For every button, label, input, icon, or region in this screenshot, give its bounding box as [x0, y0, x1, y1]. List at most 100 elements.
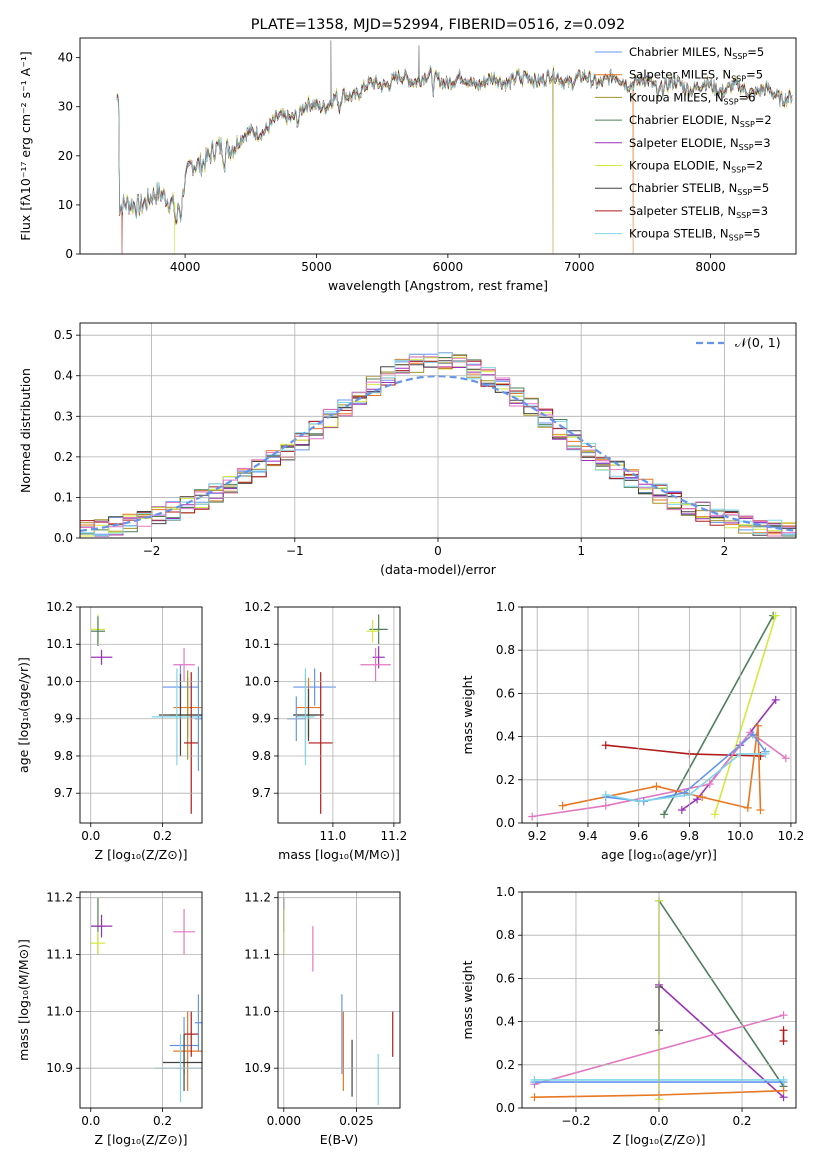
panel-weight-vs-Z: −0.2 0.0 0.2 0.0 0.2 0.4 0.6 0.8 1.0 Z [log₁₀(Z/Z… [460, 885, 797, 1147]
y-tick-label: 9.9 [54, 712, 73, 726]
plot-area [287, 614, 391, 814]
x-tick-label: 0.025 [339, 1114, 373, 1128]
legend-label: 𝒩(0, 1) [735, 335, 781, 350]
legend-subscript: SSP [731, 75, 746, 84]
x-tick-label: 0.2 [732, 1114, 751, 1128]
y-tick-label: 0.1 [54, 490, 73, 504]
x-tick-label: 10.0 [727, 829, 754, 843]
y-tick-label: 10.2 [244, 600, 271, 614]
x-tick-label: 0 [434, 544, 442, 558]
axes-frame [521, 606, 797, 824]
y-tick-label: 0 [65, 247, 73, 261]
y-tick-label: 10.0 [244, 674, 271, 688]
legend-label: Kroupa STELIB, NSSP=5 [629, 227, 760, 243]
legend-text: Chabrier ELODIE, N [629, 113, 740, 127]
legend-label: Chabrier STELIB, NSSP=5 [629, 181, 769, 197]
y-tick-label: 0.4 [496, 1015, 515, 1029]
x-tick-label: 5000 [301, 260, 332, 274]
x-tick-label: 0.0 [81, 829, 100, 843]
x-tick-label: 7000 [564, 260, 595, 274]
y-tick-label: 11.1 [46, 948, 73, 962]
y-tick-label: 11.0 [244, 1004, 271, 1018]
legend-text: Salpeter ELODIE, N [629, 136, 739, 150]
y-axis-label: mass [log₁₀(M/M⊙)] [16, 939, 31, 1061]
y-axis-label: mass weight [460, 960, 475, 1039]
legend-subscript: SSP [731, 166, 746, 175]
panel-age-vs-mass: 11.0 11.2 9.7 9.8 9.9 10.0 10.1 10.2 mass [log₁₀… [244, 600, 407, 862]
y-tick-label: 9.7 [54, 786, 73, 800]
plot-area [528, 611, 790, 821]
legend-count: =5 [746, 68, 763, 82]
y-axis-label: age [log₁₀(age/yr)] [16, 657, 31, 773]
panel-spectrum: 4000 5000 6000 7000 8000 0 10 20 30 40 wavelength … [18, 17, 797, 293]
x-axis-label: Z [log₁₀(Z/Z⊙)] [613, 1132, 706, 1147]
y-tick-label: 0.6 [496, 686, 515, 700]
x-tick-label: 6000 [433, 260, 464, 274]
legend-label: Salpeter STELIB, NSSP=3 [629, 204, 768, 220]
y-tick-label: 10.0 [46, 674, 73, 688]
axes-frame [79, 37, 797, 255]
y-tick-label: 10.1 [244, 637, 271, 651]
legend-count: =3 [754, 136, 771, 150]
y-tick-label: 30 [58, 100, 73, 114]
legend-subscript: SSP [729, 234, 744, 243]
weight-line [663, 615, 774, 815]
x-tick-label: −2 [143, 544, 161, 558]
y-tick-label: 9.9 [252, 712, 271, 726]
panel-mass-vs-ebv: 0.000 0.025 10.9 11.0 11.1 11.2 E(B-V) [244, 891, 401, 1147]
y-tick-label: 0.4 [496, 730, 515, 744]
y-tick-label: 11.2 [46, 891, 73, 905]
legend-text: Kroupa ELODIE, N [629, 159, 731, 173]
panel-mass-vs-Z: 0.0 0.2 10.9 11.0 11.1 11.2 Z [log₁₀(Z/Z⊙)] mas… [16, 891, 203, 1147]
axes-frame [277, 891, 401, 1109]
y-tick-label: 9.7 [252, 786, 271, 800]
y-tick-label: 0.0 [496, 1101, 515, 1115]
plot-area [283, 897, 394, 1106]
axes-frame [521, 891, 797, 1109]
panel-residual-hist: −2 −1 0 1 2 0.0 0.1 0.2 0.3 0.4 0.5 (data-model)/er… [18, 322, 797, 577]
weight-line [714, 615, 777, 815]
plot-area [90, 614, 202, 814]
weight-line [605, 753, 766, 803]
x-tick-label: 0.2 [153, 829, 172, 843]
y-tick-label: 11.2 [244, 891, 271, 905]
x-tick-label: 1 [577, 544, 585, 558]
x-tick-label: 9.6 [629, 829, 648, 843]
x-tick-label: 9.8 [680, 829, 699, 843]
x-axis-label: Z [log₁₀(Z/Z⊙)] [95, 847, 188, 862]
weight-line [562, 725, 762, 811]
legend-label: Kroupa ELODIE, NSSP=2 [629, 159, 763, 175]
axes-frame [277, 606, 401, 824]
legend-subscript: SSP [724, 97, 739, 106]
x-tick-label: 10.2 [778, 829, 805, 843]
legend-text: Kroupa STELIB, N [629, 227, 729, 241]
legend-subscript: SSP [740, 120, 755, 129]
legend-label: Salpeter ELODIE, NSSP=3 [629, 136, 771, 152]
x-tick-label: 11.0 [320, 829, 347, 843]
y-tick-label: 11.0 [46, 1004, 73, 1018]
y-axis-label: Normed distribution [18, 368, 33, 493]
panel-weight-vs-age: 9.2 9.4 9.6 9.8 10.0 10.2 0.0 0.2 0.4 0.6 0.8 1.0 ag… [460, 600, 804, 862]
y-tick-label: 0.2 [496, 1058, 515, 1072]
x-axis-label: wavelength [Angstrom, rest frame] [328, 278, 548, 293]
y-tick-label: 10.2 [46, 600, 73, 614]
x-tick-label: 0.000 [267, 1114, 301, 1128]
x-tick-label: 0.0 [81, 1114, 100, 1128]
y-tick-label: 0.3 [54, 409, 73, 423]
x-tick-label: 0.2 [153, 1114, 172, 1128]
legend-subscript: SSP [736, 211, 751, 220]
y-tick-label: 0.4 [54, 369, 73, 383]
x-axis-label: age [log₁₀(age/yr)] [601, 847, 717, 862]
legend-count: =3 [751, 204, 768, 218]
legend-count: =5 [752, 181, 769, 195]
y-tick-label: 0.5 [54, 328, 73, 342]
y-tick-label: 9.8 [252, 749, 271, 763]
y-tick-label: 10.9 [244, 1061, 271, 1075]
legend-count: =2 [755, 113, 772, 127]
legend-label: Chabrier MILES, NSSP=5 [629, 45, 764, 61]
x-axis-label: (data-model)/error [380, 562, 497, 577]
legend-subscript: SSP [739, 143, 754, 152]
y-tick-label: 0.0 [54, 531, 73, 545]
y-tick-label: 0.0 [496, 816, 515, 830]
